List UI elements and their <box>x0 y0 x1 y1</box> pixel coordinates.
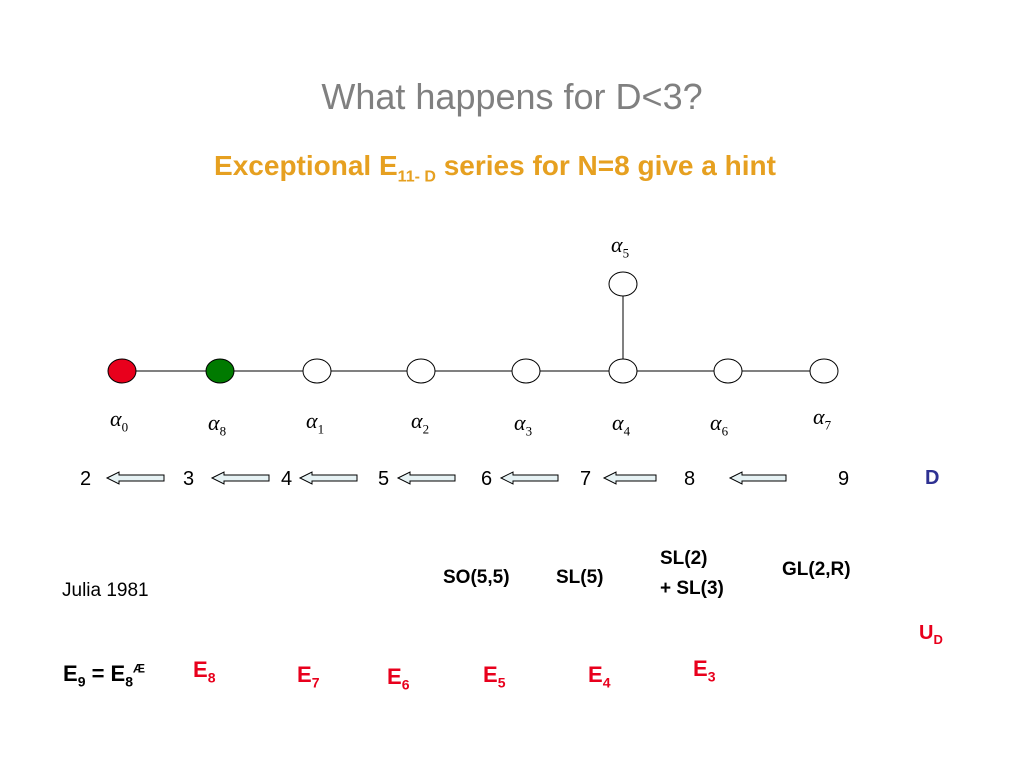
dimension-arrow <box>499 471 559 485</box>
dimension-arrow <box>396 471 456 485</box>
exceptional-e4: E4 <box>588 662 611 691</box>
exceptional-e6: E6 <box>387 664 410 693</box>
dimension-arrow <box>728 471 787 485</box>
dimension-arrow <box>298 471 358 485</box>
label-alpha-7: α7 <box>813 404 832 433</box>
subtitle-suffix: series for N=8 give a hint <box>435 150 776 181</box>
label-alpha-6: α6 <box>710 410 729 439</box>
group-sl2-line2: + SL(3) <box>660 578 724 599</box>
label-alpha-5: α5 <box>611 232 630 261</box>
citation: Julia 1981 <box>62 580 149 601</box>
node-alpha-8 <box>205 358 235 384</box>
label-alpha-3: α3 <box>514 410 533 439</box>
dimension-label: D <box>925 467 940 489</box>
node-alpha-7 <box>809 358 839 384</box>
exceptional-e7: E7 <box>297 662 320 691</box>
dim-9: 9 <box>838 468 850 490</box>
node-alpha-2 <box>406 358 436 384</box>
dim-2: 2 <box>80 468 92 490</box>
group-so55: SO(5,5) <box>443 567 510 588</box>
node-alpha-4 <box>608 358 638 384</box>
dim-3: 3 <box>183 468 195 490</box>
dim-4: 4 <box>281 468 293 490</box>
dim-6: 6 <box>481 468 493 490</box>
group-gl2r: GL(2,R) <box>782 559 851 580</box>
label-alpha-2: α2 <box>411 408 430 437</box>
exceptional-e8: E8 <box>193 657 216 686</box>
dimension-arrow <box>602 471 657 485</box>
dim-8: 8 <box>684 468 696 490</box>
group-sl2-line1: SL(2) <box>660 548 708 569</box>
label-alpha-1: α1 <box>306 408 325 437</box>
label-alpha-8: α8 <box>208 410 227 439</box>
node-alpha-5 <box>608 271 638 297</box>
u-d-label: UD <box>919 622 943 647</box>
e9-formula: E9 = E8Æ <box>63 661 146 690</box>
dim-5: 5 <box>378 468 390 490</box>
dim-7: 7 <box>580 468 592 490</box>
label-alpha-4: α4 <box>612 410 631 439</box>
slide-title: What happens for D<3? <box>321 76 703 117</box>
group-sl2-sl3: SL(2) + SL(3) <box>660 544 724 604</box>
group-sl5: SL(5) <box>556 567 604 588</box>
exceptional-e3: E3 <box>693 656 716 685</box>
node-alpha-3 <box>511 358 541 384</box>
node-alpha-1 <box>302 358 332 384</box>
node-alpha-0 <box>107 358 137 384</box>
dimension-arrow <box>210 471 270 485</box>
subtitle-subscript: 11- D <box>397 168 436 186</box>
exceptional-e5: E5 <box>483 662 506 691</box>
label-alpha-0: α0 <box>110 406 129 435</box>
slide-subtitle: Exceptional E11- D series for N=8 give a… <box>0 150 990 187</box>
subtitle-prefix: Exceptional E <box>214 150 398 181</box>
node-alpha-6 <box>713 358 743 384</box>
dimension-arrow <box>105 471 165 485</box>
